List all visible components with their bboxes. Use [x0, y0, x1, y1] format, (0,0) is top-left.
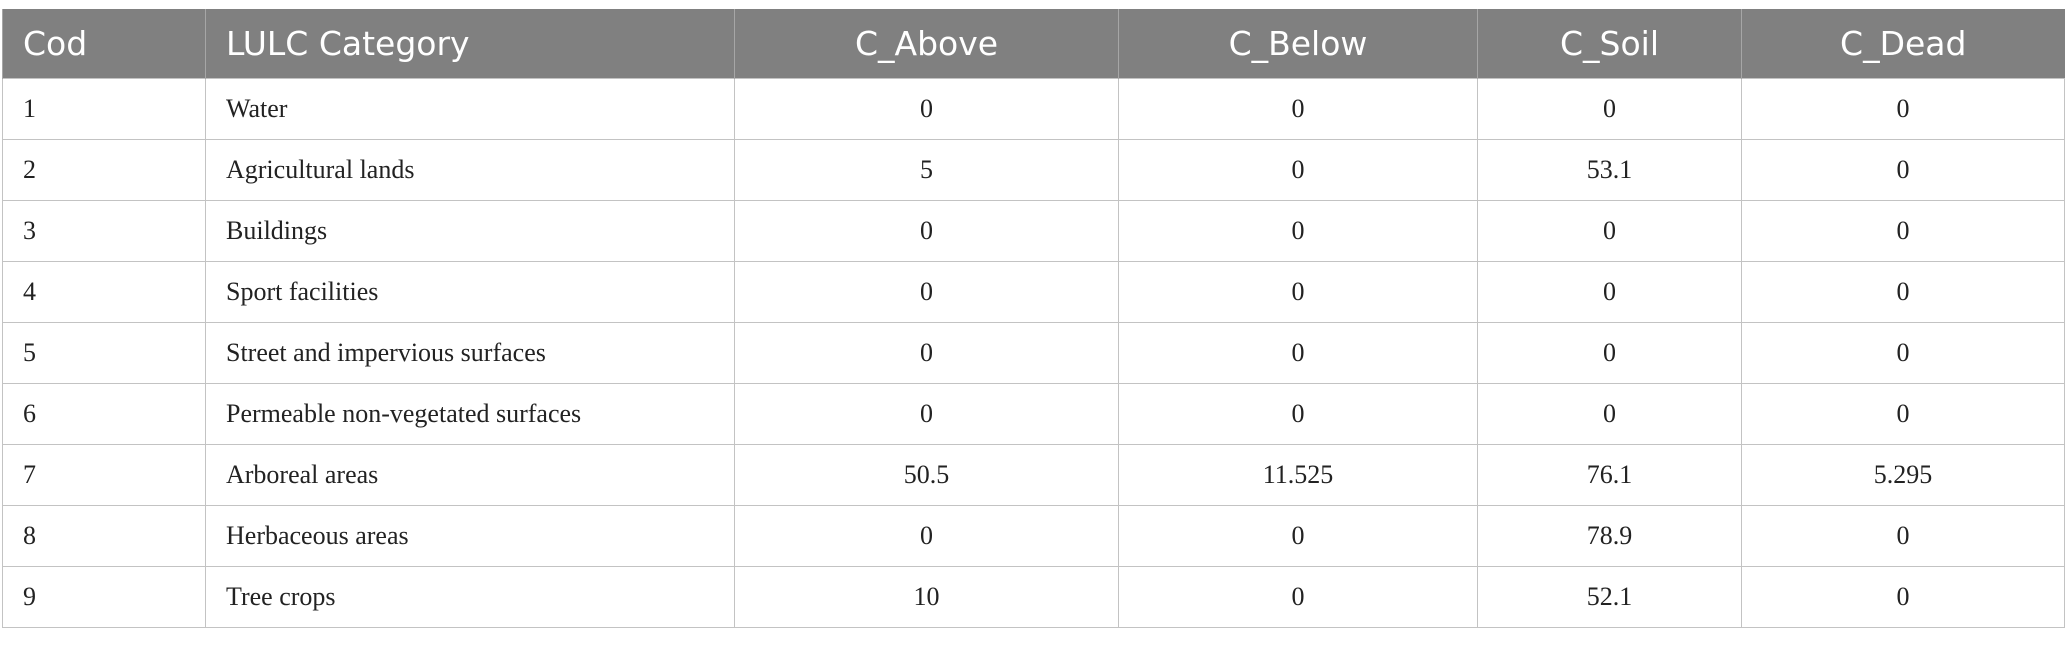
table-cell: 1: [2, 78, 206, 140]
table-cell: 0: [1118, 200, 1478, 262]
table-cell: 0: [1741, 383, 2065, 445]
table-cell: 0: [1118, 383, 1478, 445]
table-cell: 0: [734, 322, 1119, 384]
table-cell: Herbaceous areas: [205, 505, 735, 567]
table-cell: 5: [734, 139, 1119, 201]
table-cell: Arboreal areas: [205, 444, 735, 506]
column-header: C_Dead: [1741, 9, 2065, 79]
table-cell: 0: [1741, 505, 2065, 567]
table-cell: 50.5: [734, 444, 1119, 506]
table-row: 4 Sport facilities 0 0 0 0: [2, 261, 2065, 323]
table-cell: 0: [1118, 566, 1478, 628]
table-cell: 5.295: [1741, 444, 2065, 506]
table-cell: Street and impervious surfaces: [205, 322, 735, 384]
data-table: Cod LULC Category C_Above C_Below C_Soil C_De…: [2, 9, 2065, 628]
table-cell: 76.1: [1477, 444, 1742, 506]
table-cell: 78.9: [1477, 505, 1742, 567]
table-header: Cod LULC Category C_Above C_Below C_Soil C_De…: [2, 9, 2065, 79]
table-cell: 0: [1118, 78, 1478, 140]
column-header: Cod: [2, 9, 206, 79]
table-cell: 0: [734, 505, 1119, 567]
table-cell: 6: [2, 383, 206, 445]
table-cell: 0: [1477, 200, 1742, 262]
table-row: 2 Agricultural lands 5 0 53.1 0: [2, 139, 2065, 201]
table-body: 1 Water 0 0 0 0 2 Agricultural lands 5 0 53.1 0 3 Bui…: [2, 78, 2065, 628]
table-row: 5 Street and impervious surfaces 0 0 0 0: [2, 322, 2065, 384]
table-cell: 0: [1477, 78, 1742, 140]
table-cell: 4: [2, 261, 206, 323]
table-cell: 0: [1741, 322, 2065, 384]
table-cell: 11.525: [1118, 444, 1478, 506]
table-cell: 0: [734, 78, 1119, 140]
table-cell: 52.1: [1477, 566, 1742, 628]
table-cell: Permeable non-vegetated surfaces: [205, 383, 735, 445]
table-cell: 9: [2, 566, 206, 628]
table-cell: 0: [1741, 78, 2065, 140]
table-cell: 0: [1477, 261, 1742, 323]
table-cell: 0: [1477, 322, 1742, 384]
table-row: 7 Arboreal areas 50.5 11.525 76.1 5.295: [2, 444, 2065, 506]
table-cell: 0: [734, 200, 1119, 262]
table-cell: 2: [2, 139, 206, 201]
table-row: 9 Tree crops 10 0 52.1 0: [2, 566, 2065, 628]
column-header: C_Below: [1118, 9, 1478, 79]
table-cell: 0: [1118, 505, 1478, 567]
table-cell: 3: [2, 200, 206, 262]
header-row: Cod LULC Category C_Above C_Below C_Soil C_De…: [2, 9, 2065, 79]
table-row: 6 Permeable non-vegetated surfaces 0 0 0 0: [2, 383, 2065, 445]
table-cell: 0: [1477, 383, 1742, 445]
table-cell: Water: [205, 78, 735, 140]
table-cell: 0: [1741, 261, 2065, 323]
table-cell: 0: [734, 261, 1119, 323]
table-cell: 0: [1741, 566, 2065, 628]
table-row: 8 Herbaceous areas 0 0 78.9 0: [2, 505, 2065, 567]
table-cell: 8: [2, 505, 206, 567]
table-row: 1 Water 0 0 0 0: [2, 78, 2065, 140]
table-cell: Agricultural lands: [205, 139, 735, 201]
table-cell: Buildings: [205, 200, 735, 262]
table-cell: 0: [1741, 200, 2065, 262]
table-row: 3 Buildings 0 0 0 0: [2, 200, 2065, 262]
table-cell: 0: [1118, 261, 1478, 323]
table-cell: 0: [1741, 139, 2065, 201]
column-header: C_Above: [734, 9, 1119, 79]
table-cell: 10: [734, 566, 1119, 628]
table-cell: 0: [1118, 139, 1478, 201]
table-cell: 5: [2, 322, 206, 384]
table-cell: 53.1: [1477, 139, 1742, 201]
table-cell: 0: [734, 383, 1119, 445]
table-cell: Tree crops: [205, 566, 735, 628]
table-cell: 0: [1118, 322, 1478, 384]
column-header: C_Soil: [1477, 9, 1742, 79]
table-cell: 7: [2, 444, 206, 506]
column-header: LULC Category: [205, 9, 735, 79]
table-cell: Sport facilities: [205, 261, 735, 323]
